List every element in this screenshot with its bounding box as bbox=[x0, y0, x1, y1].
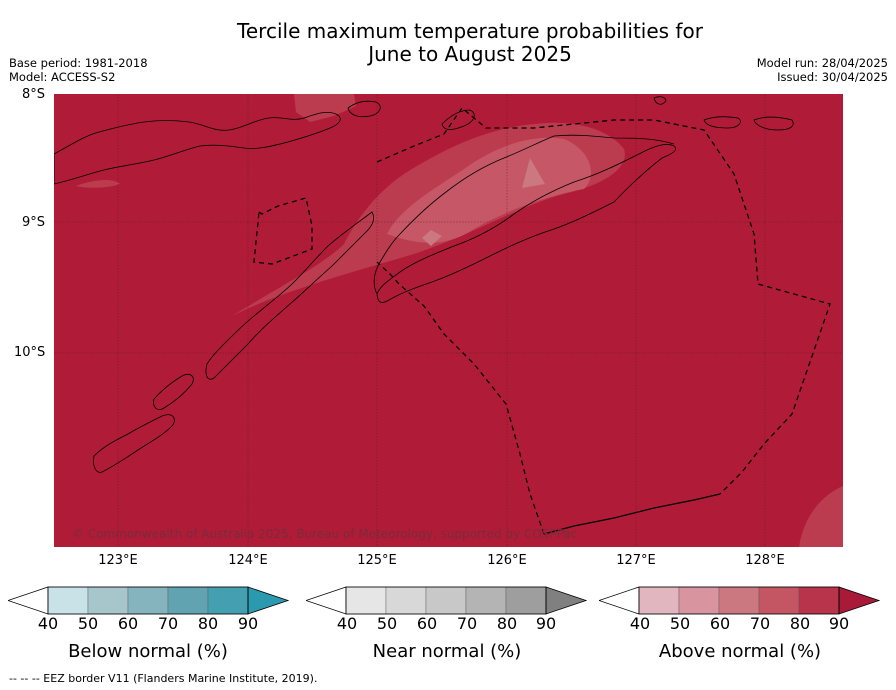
tick-near-80: 80 bbox=[496, 614, 518, 633]
issued-date: Issued: 30/04/2025 bbox=[777, 70, 888, 84]
tick-above-60: 60 bbox=[709, 614, 731, 633]
colorbar-near-swatch bbox=[385, 586, 427, 615]
tick-near-50: 50 bbox=[376, 614, 398, 633]
tick-below-60: 60 bbox=[117, 614, 139, 633]
northeast-islands-coast-2 bbox=[753, 116, 794, 131]
above-70-zone bbox=[387, 137, 592, 243]
colorbar-title-near: Near normal (%) bbox=[372, 641, 522, 662]
tick-below-40: 40 bbox=[37, 614, 59, 633]
colorbar-near-swatch bbox=[345, 586, 387, 615]
tick-above-90: 90 bbox=[828, 614, 850, 633]
meta-right: Model run: 28/04/2025 Issued: 30/04/2025 bbox=[757, 56, 888, 84]
copyright-text: © Commonwealth of Australia 2025, Bureau… bbox=[72, 527, 578, 541]
lon-label-128e: 128°E bbox=[745, 553, 785, 568]
eez-border bbox=[253, 107, 831, 535]
tick-above-40: 40 bbox=[629, 614, 651, 633]
sumba-coast bbox=[205, 211, 374, 380]
small-island-coast bbox=[653, 96, 667, 105]
graticule bbox=[54, 94, 843, 547]
flores-coast bbox=[54, 111, 341, 185]
coastlines bbox=[54, 96, 794, 473]
colorbar-below-swatch bbox=[167, 586, 209, 615]
colorbar-near-extend-low bbox=[306, 586, 347, 615]
above-80-zone-top bbox=[294, 94, 356, 122]
map-title: Tercile maximum temperature probabilitie… bbox=[0, 20, 896, 66]
model-name: Model: ACCESS-S2 bbox=[9, 70, 116, 84]
probability-map[interactable] bbox=[54, 94, 843, 547]
base-period: Base period: 1981-2018 bbox=[9, 56, 148, 70]
lon-label-127e: 127°E bbox=[616, 553, 656, 568]
tick-near-70: 70 bbox=[456, 614, 478, 633]
tick-below-80: 80 bbox=[197, 614, 219, 633]
above-60-spot-1 bbox=[522, 158, 545, 188]
colorbar-near-swatch bbox=[465, 586, 507, 615]
colorbar-below-normal bbox=[8, 586, 290, 615]
alor-coast bbox=[347, 100, 381, 118]
above-60-spot-2 bbox=[422, 230, 442, 246]
tick-below-90: 90 bbox=[237, 614, 259, 633]
colorbar-near-normal bbox=[306, 586, 588, 615]
colorbar-below-swatch bbox=[207, 586, 249, 615]
colorbar-near-extend-high bbox=[545, 586, 588, 615]
savu-coast bbox=[93, 414, 175, 473]
colorbar-below-extend-high bbox=[247, 586, 290, 615]
tick-near-90: 90 bbox=[535, 614, 557, 633]
eez-footnote: -- -- -- EEZ border V11 (Flanders Marine… bbox=[9, 672, 318, 685]
tick-above-80: 80 bbox=[789, 614, 811, 633]
colorbar-title-above: Above normal (%) bbox=[658, 641, 822, 662]
rote-coast bbox=[153, 374, 194, 410]
colorbar-below-extend-low bbox=[8, 586, 49, 615]
timor-island-coast bbox=[376, 144, 677, 303]
colorbar-below-swatch bbox=[47, 586, 89, 615]
tick-above-50: 50 bbox=[669, 614, 691, 633]
colorbar-below-swatch bbox=[127, 586, 169, 615]
colorbar-above-extend-low bbox=[599, 586, 640, 615]
colorbar-above-normal bbox=[599, 586, 881, 615]
above-80-zone-corner bbox=[799, 486, 843, 547]
tick-near-60: 60 bbox=[416, 614, 438, 633]
colorbar-below-outline bbox=[47, 586, 249, 615]
colorbar-above-swatch bbox=[758, 586, 800, 615]
tick-below-50: 50 bbox=[77, 614, 99, 633]
colorbar-near-swatch bbox=[425, 586, 467, 615]
timor-north-coast bbox=[373, 134, 675, 295]
colorbar-above-swatch bbox=[718, 586, 760, 615]
colorbar-title-below: Below normal (%) bbox=[68, 641, 228, 662]
colorbar-above-swatch bbox=[638, 586, 680, 615]
colorbar-below-swatch bbox=[87, 586, 129, 615]
above-80-zone-left bbox=[76, 180, 120, 188]
lon-label-125e: 125°E bbox=[357, 553, 397, 568]
title-line-1: Tercile maximum temperature probabilitie… bbox=[237, 19, 703, 43]
colorbar-above-swatch bbox=[678, 586, 720, 615]
lon-label-123e: 123°E bbox=[98, 553, 138, 568]
northeast-islands-coast bbox=[703, 116, 741, 129]
title-line-2: June to August 2025 bbox=[368, 42, 572, 66]
colorbar-above-swatch bbox=[798, 586, 840, 615]
meta-left: Base period: 1981-2018 Model: ACCESS-S2 bbox=[9, 56, 148, 84]
tick-above-70: 70 bbox=[749, 614, 771, 633]
colorbar-near-outline bbox=[345, 586, 547, 615]
lat-label-10s: 10°S bbox=[14, 345, 46, 360]
lon-label-124e: 124°E bbox=[228, 553, 268, 568]
colorbar-above-outline bbox=[638, 586, 840, 615]
lon-label-126e: 126°E bbox=[487, 553, 527, 568]
tick-near-40: 40 bbox=[336, 614, 358, 633]
model-run: Model run: 28/04/2025 bbox=[756, 56, 888, 70]
tick-below-70: 70 bbox=[157, 614, 179, 633]
lat-label-8s: 8°S bbox=[22, 87, 46, 102]
colorbar-near-swatch bbox=[505, 586, 547, 615]
lat-label-9s: 9°S bbox=[22, 215, 46, 230]
colorbar-above-extend-high bbox=[838, 586, 881, 615]
